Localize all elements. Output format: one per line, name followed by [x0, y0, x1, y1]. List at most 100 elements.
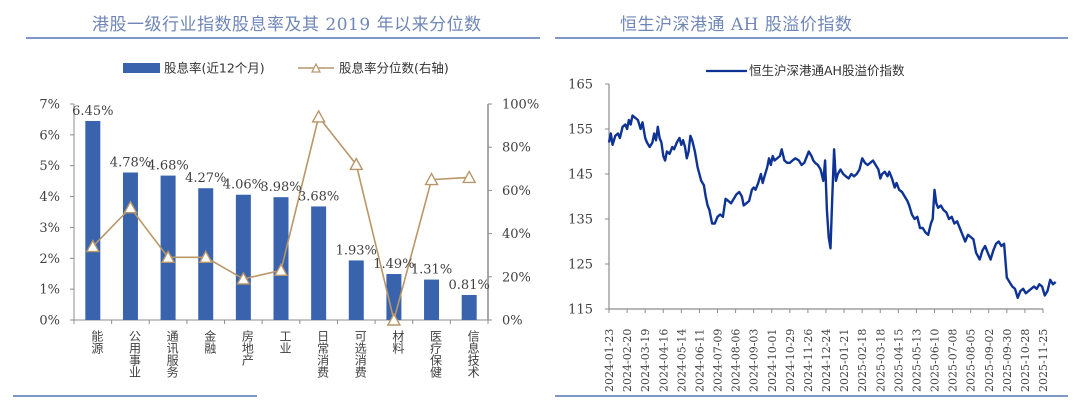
- left-percentile-line: [85, 109, 477, 326]
- ah-premium-series-line: [607, 114, 1057, 299]
- dividend-data-label: 1.49%: [373, 257, 414, 272]
- left-y-tick-label: 6%: [39, 128, 60, 143]
- right-y2-tick-label: 0%: [502, 314, 523, 329]
- right-chart-date-label: 2025-05-13: [910, 329, 923, 392]
- right-y2-tick-label: 20%: [502, 270, 531, 285]
- dividend-bar: [160, 175, 176, 320]
- category-label: 房地产: [240, 329, 254, 367]
- category-label: 金融: [203, 329, 217, 355]
- right-chart-date-label: 2025-07-08: [947, 329, 960, 392]
- category-label: 日常消费: [316, 330, 330, 378]
- right-chart-date-label: 2025-06-10: [929, 329, 942, 392]
- left-y-tick-label: 5%: [39, 159, 60, 174]
- left-bottom-rule-line: [13, 395, 257, 397]
- left-data-labels: 6.45% 4.78%4.68%4.27%4.06%3.98%3.68% 1.93%…: [72, 104, 490, 293]
- right-chart-date-label: 2025-11-25: [1037, 329, 1050, 392]
- legend-index-label: 恒生沪深港通AH股溢价指数: [749, 63, 905, 78]
- right-chart-date-label: 2024-09-03: [748, 329, 761, 392]
- left-title-rule: [26, 37, 540, 39]
- right-chart-date-label: 2025-09-30: [1001, 329, 1014, 392]
- dividend-bar: [424, 279, 440, 320]
- right-y2-tick-label: 100%: [502, 98, 539, 113]
- percentile-triangle-marker: [349, 157, 364, 171]
- category-label: 通讯服务: [165, 330, 179, 378]
- category-label: 公用事业: [127, 330, 141, 378]
- right-chart-y-tick-label: 115: [568, 303, 593, 318]
- dividend-bar: [273, 197, 289, 320]
- category-label: 工业: [278, 330, 292, 354]
- category-label: 可选消费: [353, 330, 367, 378]
- left-y-tick-label: 2%: [39, 252, 60, 267]
- percentile-triangle-marker: [123, 200, 138, 214]
- dividend-bar: [235, 194, 251, 320]
- right-chart-date-label: 2024-03-19: [639, 329, 652, 392]
- percentile-triangle-marker: [85, 239, 100, 253]
- right-chart-date-label: 2025-03-18: [874, 329, 887, 392]
- category-label: 能源: [90, 330, 104, 355]
- right-chart-date-label: 2024-01-23: [603, 329, 616, 392]
- dividend-bar: [122, 172, 138, 320]
- right-chart-date-label: 2025-01-21: [838, 329, 851, 392]
- right-y2-tick-label: 40%: [502, 227, 531, 242]
- right-chart-date-label: 2025-08-05: [965, 329, 978, 392]
- category-label: 医疗保健: [429, 330, 443, 378]
- dividend-data-label: 6.45%: [72, 104, 113, 119]
- dividend-data-label: 4.27%: [185, 171, 226, 186]
- right-chart-date-label: 2024-06-11: [693, 329, 706, 392]
- right-legend: 恒生沪深港通AH股溢价指数: [706, 63, 905, 78]
- right-chart-date-label: 2024-10-01: [766, 329, 779, 392]
- percentile-triangle-marker: [311, 109, 326, 123]
- right-axes: 115 125 135 145 155 165 2024-01-23 2024-02-20 20…: [568, 78, 1050, 393]
- right-chart-date-label: 2024-02-20: [621, 329, 634, 392]
- right-chart-date-label: 2024-11-26: [802, 329, 815, 392]
- dividend-data-label: 1.31%: [411, 263, 452, 278]
- left-chart-title: 港股一级行业指数股息率及其 2019 年以来分位数: [92, 15, 482, 35]
- dividend-bar: [461, 295, 477, 320]
- category-label: 信息技术: [466, 330, 480, 378]
- legend-bar-label: 股息率(近12个月): [164, 61, 265, 76]
- dividend-data-label: 3.98%: [260, 180, 301, 195]
- percentile-triangle-marker: [236, 271, 251, 285]
- right-chart-date-label: 2024-05-14: [675, 329, 688, 392]
- percentile-triangle-marker: [273, 262, 289, 277]
- right-chart-y-tick-label: 135: [568, 213, 593, 228]
- right-chart-y-tick-label: 145: [568, 168, 593, 183]
- left-y-tick-label: 0%: [39, 314, 60, 329]
- percentile-triangle-marker: [424, 172, 439, 186]
- right-chart-date-label: 2025-04-15: [892, 329, 905, 392]
- right-chart-date-label: 2025-10-28: [1019, 329, 1032, 392]
- percentile-triangle-marker: [160, 249, 176, 264]
- left-y-tick-label: 7%: [39, 98, 60, 113]
- right-chart-date-label: 2024-04-16: [657, 329, 670, 392]
- left-axes: 0% 1% 2% 3% 4% 5% 6% 7% 0% 20% 40% 60% 80% 100% 能源 公用事业…: [39, 98, 539, 379]
- left-y-tick-label: 3%: [39, 221, 60, 236]
- right-bottom-rule: [555, 395, 1068, 397]
- dividend-data-label: 1.93%: [336, 243, 377, 258]
- right-chart-y-tick-label: 165: [568, 78, 593, 93]
- left-legend: 股息率(近12个月) 股息率分位数(右轴): [123, 61, 449, 76]
- dividend-bar-chart: 股息率(近12个月) 股息率分位数(右轴) 0%1%2%3%4%5%6%7%0%…: [39, 61, 539, 379]
- percentile-triangle-marker: [198, 249, 213, 264]
- percentile-triangle-marker: [462, 169, 477, 184]
- right-chart-date-label: 2024-07-09: [712, 329, 725, 392]
- right-chart-date-label: 2025-02-18: [856, 329, 869, 392]
- left-bars: [85, 120, 477, 320]
- dividend-data-label: 4.78%: [110, 156, 151, 171]
- left-y-tick-label: 1%: [39, 283, 60, 298]
- dividend-data-label: 0.81%: [449, 278, 490, 293]
- legend-bar-swatch: [123, 63, 160, 73]
- left-y-tick-label: 4%: [39, 190, 60, 205]
- right-chart-date-label: 2024-10-29: [784, 329, 797, 392]
- dividend-data-label: 3.68%: [298, 189, 339, 204]
- right-y2-tick-label: 60%: [502, 184, 531, 199]
- ah-premium-line-chart: 恒生沪深港通AH股溢价指数 115 125 135 145 155 165 2024-01-…: [568, 63, 1057, 393]
- dividend-data-label: 4.06%: [223, 178, 264, 193]
- right-chart-y-tick-label: 125: [568, 258, 593, 273]
- category-label: 材料: [391, 330, 405, 354]
- dividend-data-label: 4.68%: [147, 159, 188, 174]
- dividend-bar: [85, 120, 101, 320]
- right-chart-date-label: 2025-09-02: [983, 329, 996, 392]
- right-y2-tick-label: 80%: [502, 141, 531, 156]
- right-title-rule: [555, 37, 1068, 39]
